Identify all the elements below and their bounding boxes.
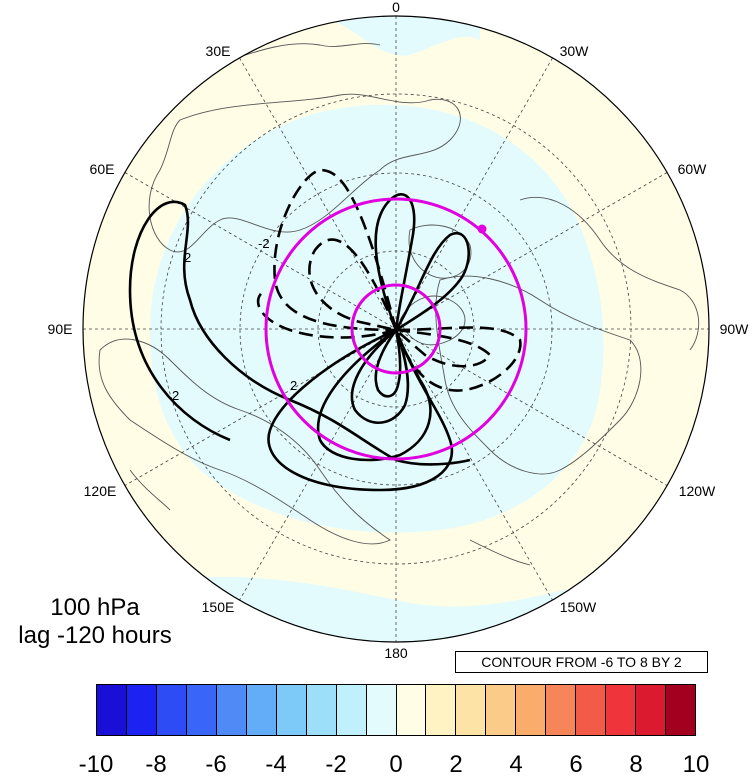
colorbar-cell: [606, 685, 637, 735]
colorbar-tick-label: 4: [509, 751, 523, 778]
colorbar-tick-label: -10: [78, 751, 114, 778]
lon-label-150e: 150E: [202, 599, 235, 615]
highlight-circles: [264, 197, 528, 461]
lon-label-0: 0: [392, 0, 400, 15]
contour-label: -2: [258, 236, 270, 251]
colorbar-cell: [126, 685, 157, 735]
lon-label-90e: 90E: [48, 321, 73, 337]
colorbar-tick-label: 10: [682, 751, 710, 778]
colorbar-tick-label: -2: [325, 751, 347, 778]
highlight-marker: [477, 224, 487, 234]
contour-positive-8: [374, 326, 402, 398]
colorbar-cell: [576, 685, 607, 735]
contour-negative-4-west: [308, 238, 399, 332]
map-boundary: [82, 15, 710, 643]
colorbar-cell: [366, 685, 397, 735]
contour-info-box: CONTOUR FROM -6 TO 8 BY 2: [455, 651, 708, 673]
lon-label-180: 180: [384, 645, 408, 661]
colorbar-cell: [516, 685, 547, 735]
colorbar-cell: [216, 685, 247, 735]
colorbar-cell: [666, 685, 696, 735]
colorbar-cell: [156, 685, 187, 735]
negative-contours: [256, 168, 522, 392]
colorbar-cell: [336, 685, 367, 735]
colorbar-tick-label: -6: [205, 751, 227, 778]
lon-label-60w: 60W: [678, 161, 708, 177]
colorbar-tick-label: -8: [145, 751, 167, 778]
outer-highlight-circle: [264, 197, 528, 461]
colorbar-cell: [186, 685, 217, 735]
colorbar-tick-label: 2: [449, 751, 463, 778]
colorbar-cell: [306, 685, 337, 735]
colorbar-tick-label: 6: [569, 751, 583, 778]
colorbar-tick-label: 8: [629, 751, 643, 778]
contour-label: 2: [172, 388, 179, 403]
colorbar-cell: [246, 685, 277, 735]
contour-labels: 2 2 2 -2 4: [172, 236, 387, 403]
contour-label: 2: [290, 378, 297, 393]
inner-highlight-circle: [350, 283, 442, 375]
lon-label-90w: 90W: [720, 321, 750, 337]
colorbar-cell: [97, 685, 127, 735]
contour-negative-2-east: [394, 326, 522, 392]
colorbar-cell: [546, 685, 577, 735]
lon-label-150w: 150W: [560, 599, 597, 615]
lon-label-30w: 30W: [560, 43, 590, 59]
colorbar: [96, 684, 696, 736]
colorbar-cell: [636, 685, 667, 735]
contour-negative-4-east: [391, 328, 492, 368]
lon-label-30e: 30E: [206, 43, 231, 59]
longitude-labels: 0 30W 60W 90W 120W 150W 180 150E 120E 90…: [48, 0, 750, 661]
lon-label-60e: 60E: [90, 161, 115, 177]
polar-stereographic-map: 2 2 2 -2 4 0 30W 60W 90W 120W 150W 180 1…: [48, 0, 750, 661]
lon-label-120e: 120E: [84, 483, 117, 499]
colorbar-cell: [426, 685, 457, 735]
contour-label: 2: [184, 250, 191, 265]
colorbar-cell: [486, 685, 517, 735]
colorbar-tick-label: 0: [389, 751, 403, 778]
contour-negative-2-sw: [256, 288, 397, 339]
pressure-level-title: 100 hPa: [50, 594, 140, 621]
colorbar-cell: [396, 685, 427, 735]
colorbar-tick-label: -4: [265, 751, 287, 778]
lag-title: lag -120 hours: [18, 622, 172, 649]
lon-label-120w: 120W: [679, 483, 716, 499]
contour-positive-2-south: [267, 328, 454, 492]
contour-label: 4: [380, 330, 387, 345]
colorbar-labels: -10 -8 -6 -4 -2 0 2 4 6 8 10: [79, 751, 710, 779]
contour-positive-2-outer: [128, 200, 471, 466]
colorbar-cell: [276, 685, 307, 735]
contour-negative-2-west: [273, 168, 398, 332]
colorbar-cell: [456, 685, 487, 735]
